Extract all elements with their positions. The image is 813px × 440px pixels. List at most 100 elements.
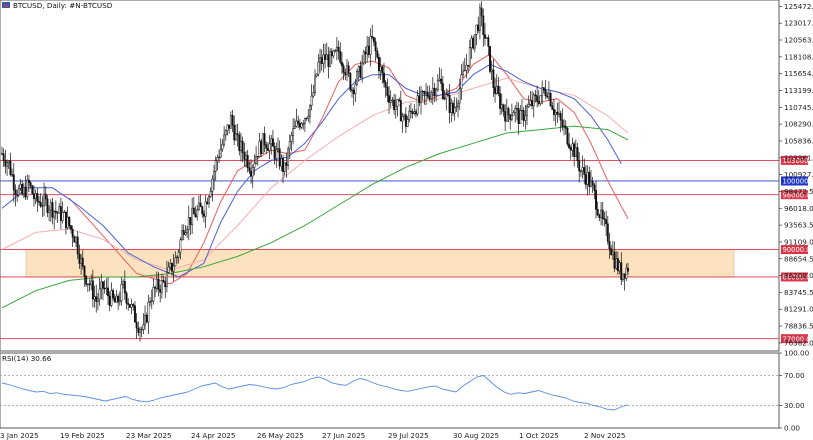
candle-body (150, 300, 153, 302)
candle-body (514, 108, 517, 113)
candle-body (509, 114, 512, 120)
candle-body (544, 90, 547, 97)
candle-body (568, 143, 571, 149)
candle (605, 210, 608, 236)
candle-body (83, 265, 86, 277)
candle-body (482, 15, 485, 35)
candle-body (268, 143, 271, 151)
level-tag-label: 103000.0 (783, 157, 813, 165)
candle-body (196, 209, 199, 218)
candle (103, 280, 106, 294)
candle-body (176, 256, 178, 259)
candle (403, 113, 406, 121)
candle-body (569, 147, 572, 151)
candle (389, 90, 392, 108)
candle (12, 163, 15, 202)
candle-body (285, 162, 288, 166)
candle-body (283, 162, 286, 172)
level-tag: 77000.0 (781, 334, 811, 343)
candle-body (273, 146, 276, 159)
candle (177, 249, 180, 264)
candle (391, 96, 394, 106)
candle-body (388, 95, 390, 103)
candle (95, 284, 98, 313)
candle-body (349, 73, 352, 91)
candle-body (22, 187, 25, 195)
candle-body (413, 111, 416, 114)
candle-body (240, 140, 242, 151)
candle (122, 279, 125, 289)
candle-body (125, 292, 128, 304)
candle-body (54, 210, 57, 213)
candle-body (423, 91, 426, 95)
candle-body (489, 46, 491, 72)
candle-body (236, 133, 239, 136)
candle (468, 39, 471, 69)
candle-body (157, 278, 160, 290)
candle (413, 103, 416, 116)
candle (1, 146, 3, 156)
candle-body (241, 140, 244, 153)
candle (39, 193, 42, 208)
candle (66, 206, 69, 230)
candle-body (233, 125, 236, 141)
candle-body (600, 209, 603, 218)
candle-body (154, 286, 157, 289)
candle-body (470, 37, 473, 48)
candle (90, 274, 93, 291)
candle (303, 117, 306, 132)
candle (549, 91, 552, 108)
candle (56, 211, 59, 224)
candle-body (399, 100, 402, 122)
candle (263, 126, 266, 153)
candle (334, 48, 337, 53)
candle-body (38, 201, 40, 203)
candle-body (436, 80, 439, 90)
candle-body (265, 144, 268, 149)
candle (521, 99, 523, 121)
candle (504, 104, 507, 132)
candle (292, 118, 295, 145)
candle (436, 74, 439, 92)
candle (591, 176, 594, 193)
candle-body (53, 210, 56, 218)
candle-body (231, 115, 234, 126)
candle-body (549, 92, 552, 106)
candle-body (524, 115, 527, 121)
candle-body (455, 106, 458, 109)
candle (507, 106, 510, 123)
candle-body (579, 170, 582, 172)
candle-body (583, 167, 586, 175)
candle (541, 80, 544, 105)
candle (165, 261, 168, 293)
candle-body (305, 117, 308, 120)
candle-body (162, 280, 165, 283)
candle-body (613, 251, 616, 269)
candle-body (11, 174, 14, 176)
candle-body (112, 290, 115, 299)
candle-body (165, 272, 168, 288)
candle (593, 182, 596, 200)
candle-body (497, 85, 500, 94)
candle (505, 98, 508, 122)
level-tag-label: 77000.0 (783, 335, 811, 343)
candle (524, 104, 527, 130)
candle-body (521, 110, 523, 112)
candle (132, 303, 135, 311)
candle-body (512, 112, 515, 116)
candle (564, 120, 567, 135)
y-tick-label: 108290.5 (784, 120, 813, 129)
candle (601, 201, 604, 226)
candle-body (440, 78, 443, 84)
candle-body (480, 7, 483, 17)
candle-body (393, 99, 396, 110)
candle-body (33, 193, 35, 200)
candle-body (620, 262, 623, 280)
candle (618, 260, 621, 275)
candle (41, 196, 44, 217)
candle (393, 93, 396, 115)
candle-body (310, 95, 313, 106)
candle (519, 105, 522, 125)
candle-body (409, 110, 412, 112)
candle-body (566, 128, 569, 145)
